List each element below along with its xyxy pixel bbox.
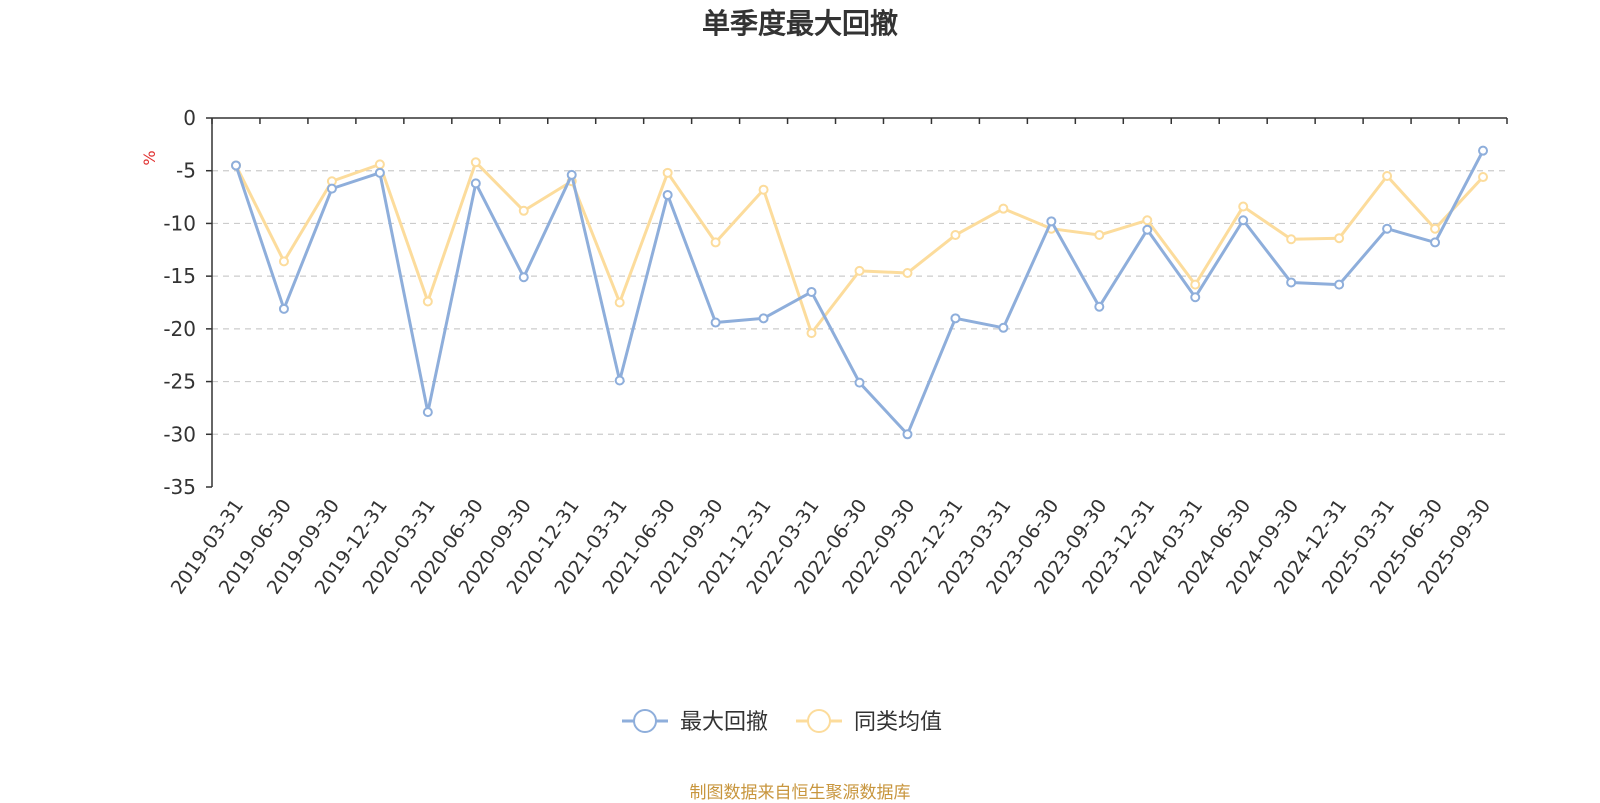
data-point bbox=[1046, 216, 1057, 227]
y-axis-label: % bbox=[140, 150, 159, 165]
data-point bbox=[374, 167, 385, 178]
data-point bbox=[518, 272, 529, 283]
axes: 0-5-10-15-20-25-30-35%2019-03-312019-06-… bbox=[140, 106, 1508, 598]
data-point bbox=[470, 157, 481, 168]
source-note: 制图数据来自恒生聚源数据库 bbox=[689, 783, 911, 803]
data-point bbox=[950, 230, 961, 241]
legend-label: 最大回撤 bbox=[680, 710, 768, 735]
data-point bbox=[950, 313, 961, 324]
data-point bbox=[662, 167, 673, 178]
y-tick-label: -35 bbox=[163, 475, 196, 499]
data-point bbox=[614, 375, 625, 386]
series-line-0 bbox=[234, 149, 1485, 436]
data-point bbox=[230, 160, 241, 171]
data-point bbox=[998, 322, 1009, 333]
data-point bbox=[1382, 223, 1393, 234]
data-point bbox=[422, 407, 433, 418]
data-point bbox=[998, 203, 1009, 214]
data-point bbox=[1430, 237, 1441, 248]
y-tick-label: -15 bbox=[163, 264, 196, 288]
data-point bbox=[278, 303, 289, 314]
y-tick-label: 0 bbox=[183, 106, 196, 130]
series-lines bbox=[230, 145, 1489, 440]
y-tick-label: -10 bbox=[163, 211, 196, 235]
data-point bbox=[1382, 170, 1393, 181]
data-point bbox=[422, 296, 433, 307]
data-point bbox=[806, 286, 817, 297]
data-point bbox=[758, 184, 769, 195]
data-point bbox=[1334, 233, 1345, 244]
data-point bbox=[902, 429, 913, 440]
chart-title: 单季度最大回撤 bbox=[701, 7, 898, 40]
data-point bbox=[902, 267, 913, 278]
data-point bbox=[854, 265, 865, 276]
data-point bbox=[662, 189, 673, 200]
data-point bbox=[1094, 230, 1105, 241]
data-point bbox=[326, 183, 337, 194]
data-point bbox=[470, 178, 481, 189]
y-tick-label: -20 bbox=[163, 317, 196, 341]
data-point bbox=[614, 297, 625, 308]
data-point bbox=[710, 317, 721, 328]
data-point bbox=[1142, 224, 1153, 235]
y-tick-label: -30 bbox=[163, 422, 196, 446]
data-point bbox=[1190, 279, 1201, 290]
data-point bbox=[566, 169, 577, 180]
data-point bbox=[710, 237, 721, 248]
data-point bbox=[1334, 279, 1345, 290]
data-point bbox=[806, 328, 817, 339]
data-point bbox=[1142, 215, 1153, 226]
data-point bbox=[1286, 234, 1297, 245]
legend-marker bbox=[633, 709, 657, 733]
y-tick-label: -5 bbox=[176, 159, 196, 183]
data-point bbox=[278, 256, 289, 267]
data-point bbox=[1238, 215, 1249, 226]
data-point bbox=[1478, 172, 1489, 183]
data-point bbox=[374, 159, 385, 170]
data-point bbox=[1238, 201, 1249, 212]
data-point bbox=[1430, 223, 1441, 234]
data-point bbox=[1094, 301, 1105, 312]
data-point bbox=[518, 205, 529, 216]
y-tick-label: -25 bbox=[163, 370, 196, 394]
data-point bbox=[1478, 145, 1489, 156]
data-point bbox=[758, 313, 769, 324]
legend-label: 同类均值 bbox=[854, 710, 942, 735]
legend-marker bbox=[807, 709, 831, 733]
data-point bbox=[854, 377, 865, 388]
grid-lines bbox=[212, 170, 1507, 435]
legend: 最大回撤 同类均值 bbox=[622, 709, 942, 735]
data-point bbox=[1286, 277, 1297, 288]
series-line-1 bbox=[234, 160, 1485, 335]
data-point bbox=[1190, 292, 1201, 303]
